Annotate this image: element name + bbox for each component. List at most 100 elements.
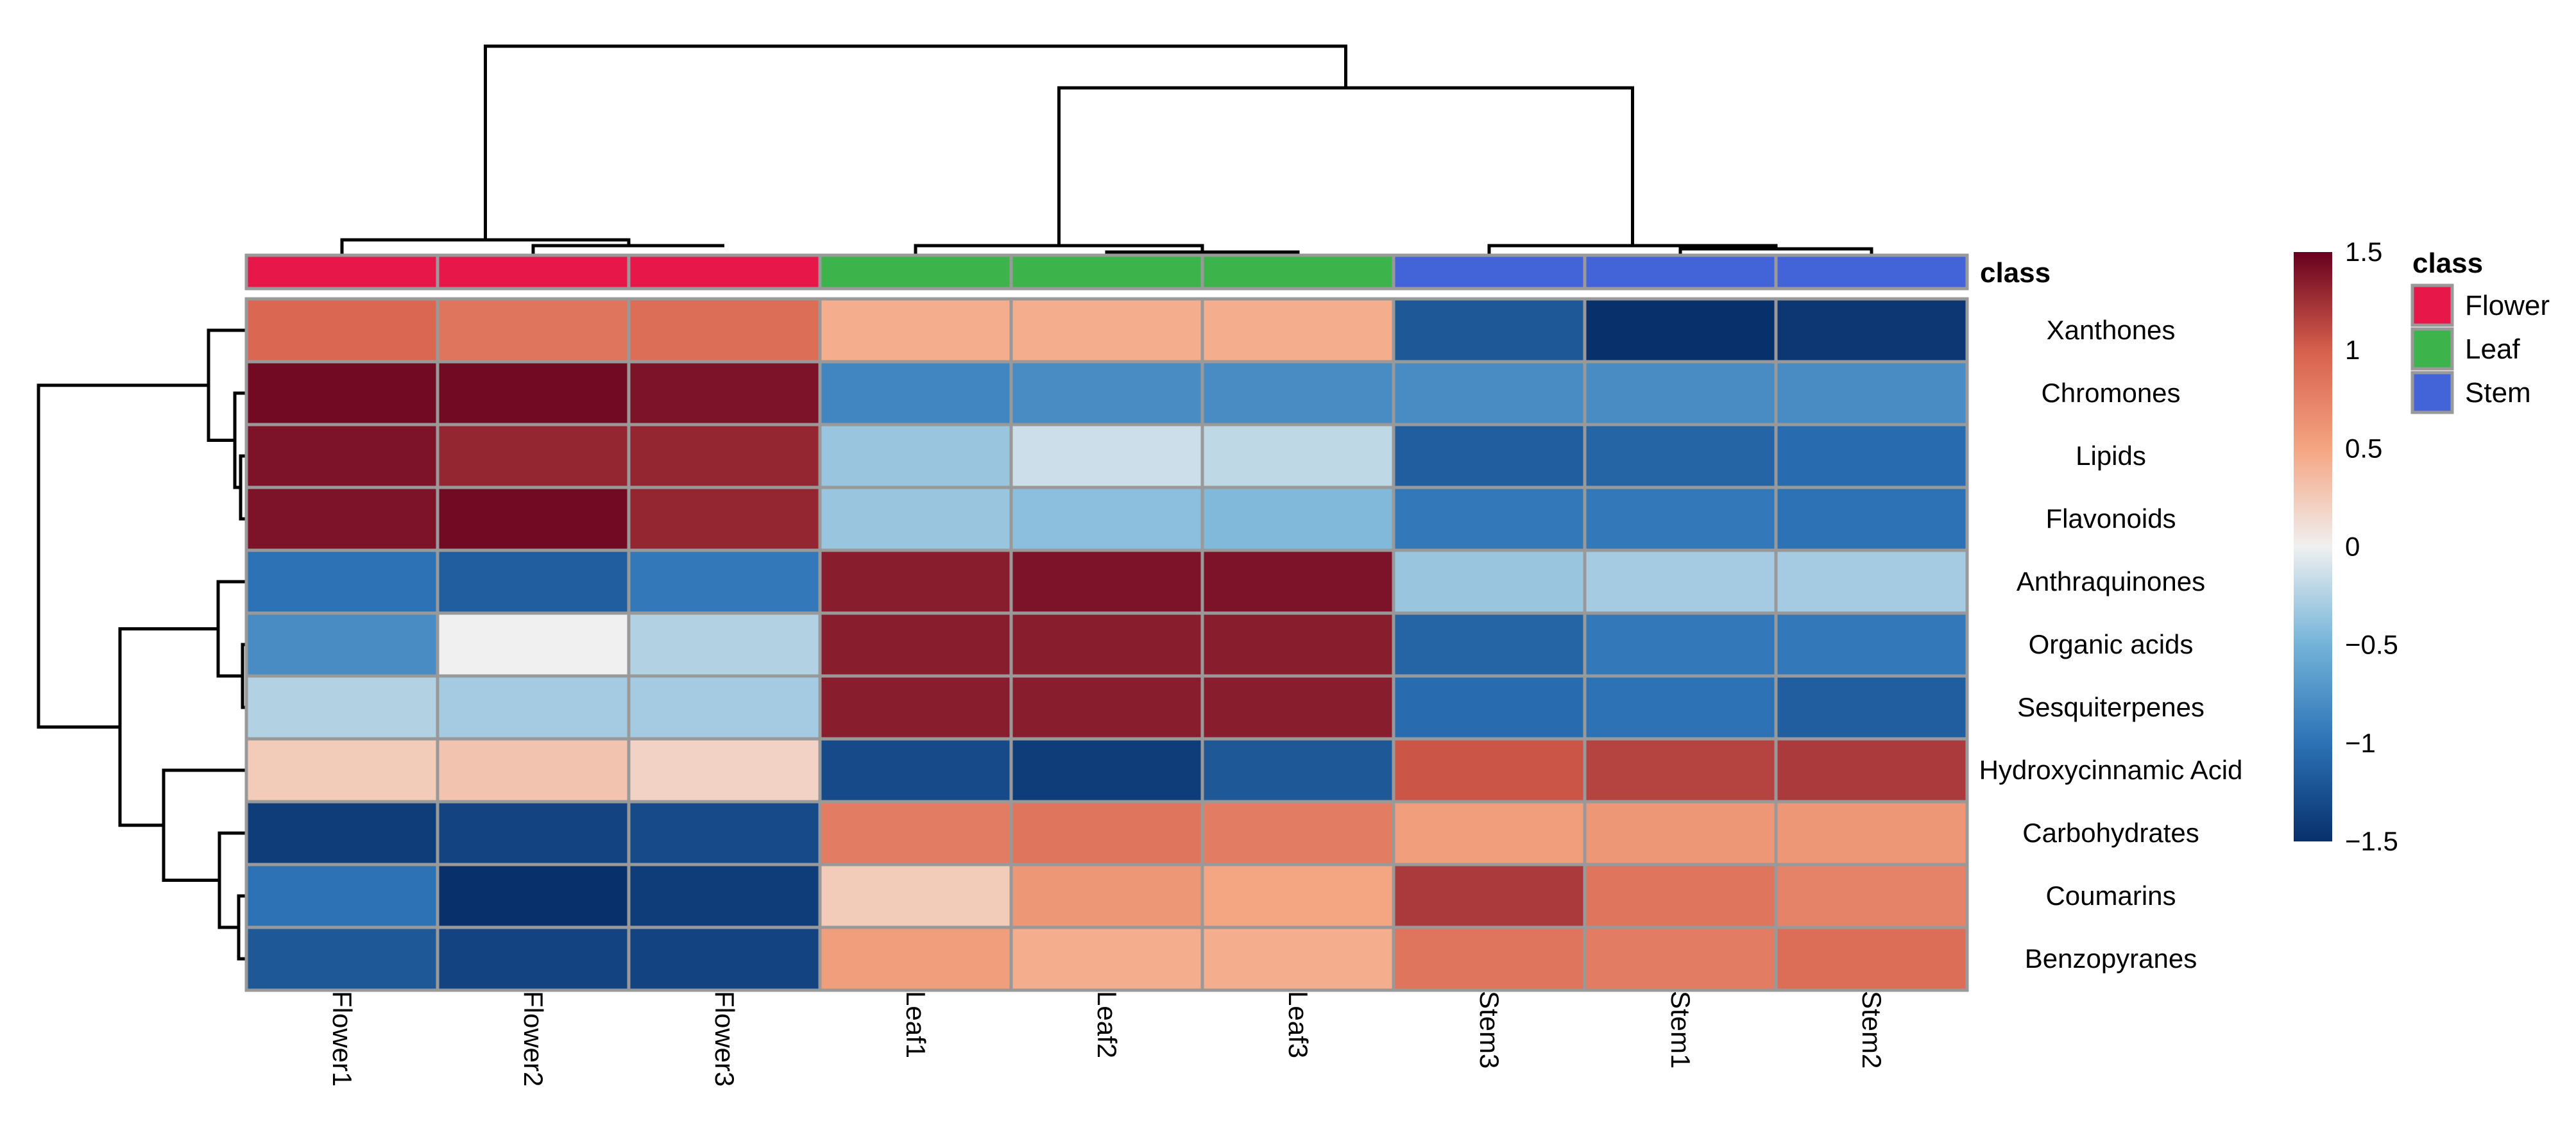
heatmap-cell (436, 485, 631, 552)
dendrogram-link (340, 238, 631, 255)
heatmap-cell (818, 360, 1013, 426)
row-label: Chromones (2041, 378, 2180, 408)
heatmap-cell (627, 360, 822, 426)
class-bar-cell (1392, 253, 1587, 291)
row-label: Benzopyranes (2025, 943, 2197, 974)
heatmap-cell (1774, 737, 1969, 804)
heatmap-cell (244, 485, 439, 552)
heatmap-cell (436, 863, 631, 929)
heatmap-cell (1583, 360, 1778, 426)
heatmap-cell (1392, 863, 1587, 929)
heatmap-cell (1583, 800, 1778, 866)
row-labels: Xanthones Chromones Lipids Flavonoids Anthra… (1979, 315, 2243, 974)
class-bar-cell (1774, 253, 1969, 291)
dendrogram-link (162, 768, 246, 882)
class-bar-cell (244, 253, 439, 291)
heatmap-cell (436, 611, 631, 678)
column-dendrogram (340, 44, 1873, 255)
heatmap-cell (627, 925, 822, 992)
heatmap-cell (1009, 925, 1204, 992)
heatmap-cell (1774, 674, 1969, 741)
dendrogram-link (1057, 86, 1634, 246)
column-label: Stem1 (1666, 991, 1696, 1068)
row-label: Hydroxycinnamic Acid (1979, 755, 2243, 785)
heatmap-cell (1392, 800, 1587, 866)
heatmap-cell (1392, 737, 1587, 804)
heatmap-cell (436, 737, 631, 804)
heatmap-cell (1009, 297, 1204, 364)
color-scale-tick-label: 0.5 (2345, 433, 2382, 463)
dendrogram-link (37, 384, 209, 729)
heatmap-cell (627, 737, 822, 804)
heatmap-cell (1583, 548, 1778, 615)
heatmap-cell (1200, 485, 1395, 552)
heatmap-cell (1774, 800, 1969, 866)
heatmap-cell (818, 737, 1013, 804)
class-legend: class Flower Leaf Stem (2410, 248, 2550, 414)
column-label: Stem2 (1857, 991, 1887, 1068)
heatmap-cell (818, 674, 1013, 741)
heatmap-cell (1200, 800, 1395, 866)
heatmap-cell (818, 800, 1013, 866)
heatmap-cell (1583, 925, 1778, 992)
row-label: Sesquiterpenes (2017, 692, 2205, 722)
class-legend-swatch (2410, 371, 2454, 414)
color-scale-tick-label: −1 (2345, 728, 2376, 758)
heatmap-cell (627, 674, 822, 741)
heatmap-cell (1392, 548, 1587, 615)
heatmap-cell (436, 925, 631, 992)
heatmap-cell (436, 423, 631, 489)
heatmap-cell (1774, 548, 1969, 615)
class-bar-cell (436, 253, 631, 291)
heatmap-cell (1774, 297, 1969, 364)
heatmap-cell (244, 423, 439, 489)
class-legend-title: class (2412, 248, 2483, 279)
heatmap-cell (436, 800, 631, 866)
color-scale-tick-label: 1.5 (2345, 237, 2382, 267)
heatmap-cell (1583, 423, 1778, 489)
heatmap-cell (244, 611, 439, 678)
heatmap-cell (1583, 737, 1778, 804)
heatmap-cell (436, 674, 631, 741)
heatmap-cell (627, 800, 822, 866)
heatmap-cell (1009, 737, 1204, 804)
heatmap-cell (1392, 360, 1587, 426)
heatmap-cell (1200, 360, 1395, 426)
class-annotation-bar (244, 253, 1969, 291)
heatmap-cell (1774, 611, 1969, 678)
heatmap-cell (244, 863, 439, 929)
heatmap-cell (1200, 423, 1395, 489)
heatmap-cell (244, 674, 439, 741)
heatmap-cell (1392, 674, 1587, 741)
heatmap-cell (244, 800, 439, 866)
row-label: Organic acids (2029, 629, 2194, 659)
class-bar-cell (627, 253, 822, 291)
row-dendrogram (37, 328, 246, 961)
heatmap-cell (1200, 297, 1395, 364)
class-bar-cell (1583, 253, 1778, 291)
heatmap-cell (627, 548, 822, 615)
heatmap-cell (818, 925, 1013, 992)
heatmap-cell (1774, 925, 1969, 992)
heatmap-cell (1009, 800, 1204, 866)
heatmap-cell (1200, 611, 1395, 678)
heatmap-cell (1583, 485, 1778, 552)
row-label: Carbohydrates (2022, 818, 2199, 848)
class-legend-label: Leaf (2465, 333, 2520, 365)
heatmap-cell (1583, 297, 1778, 364)
heatmap-cell (1200, 925, 1395, 992)
heatmap-cell (1774, 423, 1969, 489)
heatmap-cell (1200, 737, 1395, 804)
heatmap-cell (627, 485, 822, 552)
class-legend-swatch (2410, 327, 2454, 371)
row-label: Anthraquinones (2017, 566, 2205, 596)
color-scale-tick-label: 0 (2345, 532, 2360, 562)
heatmap-cell (244, 360, 439, 426)
heatmap-cell (1200, 674, 1395, 741)
heatmap-cell (818, 863, 1013, 929)
heatmap-cell (627, 863, 822, 929)
heatmap-cell (818, 548, 1013, 615)
heatmap-cell (1774, 863, 1969, 929)
heatmap-cell (1009, 423, 1204, 489)
